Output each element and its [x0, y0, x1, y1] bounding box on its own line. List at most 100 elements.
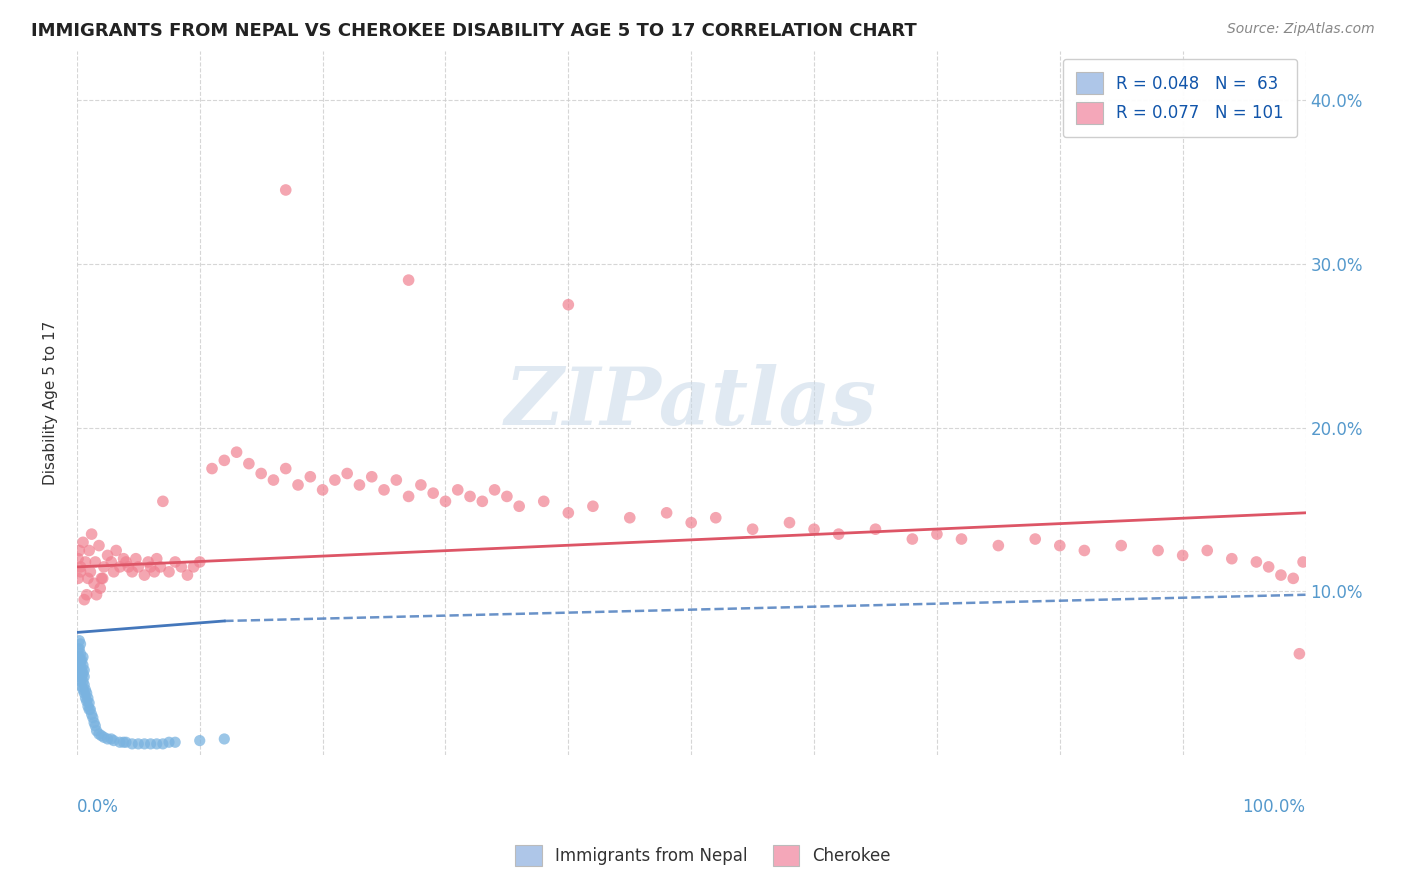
Point: [70, 653, 93, 667]
Point: [112, 551, 135, 566]
Point: [127, 560, 149, 574]
Point: [1282, 571, 1305, 585]
Point: [373, 483, 395, 497]
Point: [90, 729, 112, 743]
Point: [1292, 555, 1315, 569]
Point: [1257, 560, 1279, 574]
Point: [69, 674, 91, 689]
Point: [557, 506, 579, 520]
Point: [72, 535, 94, 549]
Point: [121, 737, 143, 751]
Point: [225, 445, 247, 459]
Point: [157, 735, 180, 749]
Point: [274, 461, 297, 475]
Point: [385, 473, 408, 487]
Point: [188, 555, 211, 569]
Point: [214, 731, 236, 746]
Point: [86, 723, 108, 738]
Point: [299, 469, 322, 483]
Point: [67, 653, 90, 667]
Point: [188, 733, 211, 747]
Point: [127, 737, 149, 751]
Point: [115, 735, 138, 749]
Point: [925, 527, 948, 541]
Point: [67, 666, 90, 681]
Point: [97, 731, 120, 746]
Point: [143, 565, 166, 579]
Point: [67, 650, 90, 665]
Point: [80, 527, 103, 541]
Point: [69, 560, 91, 574]
Point: [1073, 543, 1095, 558]
Point: [447, 483, 470, 497]
Point: [76, 686, 98, 700]
Point: [79, 565, 101, 579]
Point: [125, 551, 148, 566]
Point: [69, 637, 91, 651]
Point: [83, 715, 105, 730]
Text: IMMIGRANTS FROM NEPAL VS CHEROKEE DISABILITY AGE 5 TO 17 CORRELATION CHART: IMMIGRANTS FROM NEPAL VS CHEROKEE DISABI…: [31, 22, 917, 40]
Point: [1109, 539, 1132, 553]
Point: [1024, 532, 1046, 546]
Point: [75, 682, 97, 697]
Point: [69, 647, 91, 661]
Point: [67, 641, 90, 656]
Point: [681, 516, 703, 530]
Point: [250, 467, 273, 481]
Point: [165, 555, 187, 569]
Point: [83, 576, 105, 591]
Point: [803, 522, 825, 536]
Point: [471, 494, 494, 508]
Point: [66, 658, 89, 673]
Text: ZIPatlas: ZIPatlas: [505, 364, 877, 442]
Point: [398, 490, 420, 504]
Point: [987, 539, 1010, 553]
Point: [458, 490, 481, 504]
Point: [865, 522, 887, 536]
Point: [134, 737, 156, 751]
Point: [1197, 543, 1219, 558]
Point: [77, 699, 100, 714]
Point: [323, 473, 346, 487]
Point: [262, 473, 284, 487]
Point: [108, 735, 131, 749]
Point: [67, 633, 90, 648]
Point: [779, 516, 801, 530]
Point: [67, 543, 90, 558]
Point: [655, 506, 678, 520]
Point: [287, 478, 309, 492]
Point: [134, 568, 156, 582]
Point: [93, 731, 115, 745]
Point: [139, 560, 162, 574]
Point: [398, 273, 420, 287]
Point: [170, 560, 193, 574]
Point: [108, 560, 131, 574]
Point: [201, 461, 224, 475]
Point: [89, 581, 111, 595]
Point: [149, 560, 172, 574]
Legend: R = 0.048   N =  63, R = 0.077   N = 101: R = 0.048 N = 63, R = 0.077 N = 101: [1063, 59, 1298, 136]
Point: [214, 453, 236, 467]
Point: [901, 532, 924, 546]
Point: [1220, 551, 1243, 566]
Point: [72, 658, 94, 673]
Point: [238, 457, 260, 471]
Point: [336, 467, 359, 481]
Point: [1270, 568, 1292, 582]
Point: [73, 678, 96, 692]
Point: [434, 494, 457, 508]
Point: [157, 565, 180, 579]
Point: [77, 691, 100, 706]
Point: [67, 551, 90, 566]
Point: [741, 522, 763, 536]
Point: [152, 494, 174, 508]
Point: [72, 682, 94, 697]
Point: [827, 527, 849, 541]
Point: [72, 674, 94, 689]
Point: [409, 478, 432, 492]
Point: [84, 555, 107, 569]
Point: [139, 737, 162, 751]
Point: [87, 727, 110, 741]
Point: [103, 565, 125, 579]
Text: Source: ZipAtlas.com: Source: ZipAtlas.com: [1227, 22, 1375, 37]
